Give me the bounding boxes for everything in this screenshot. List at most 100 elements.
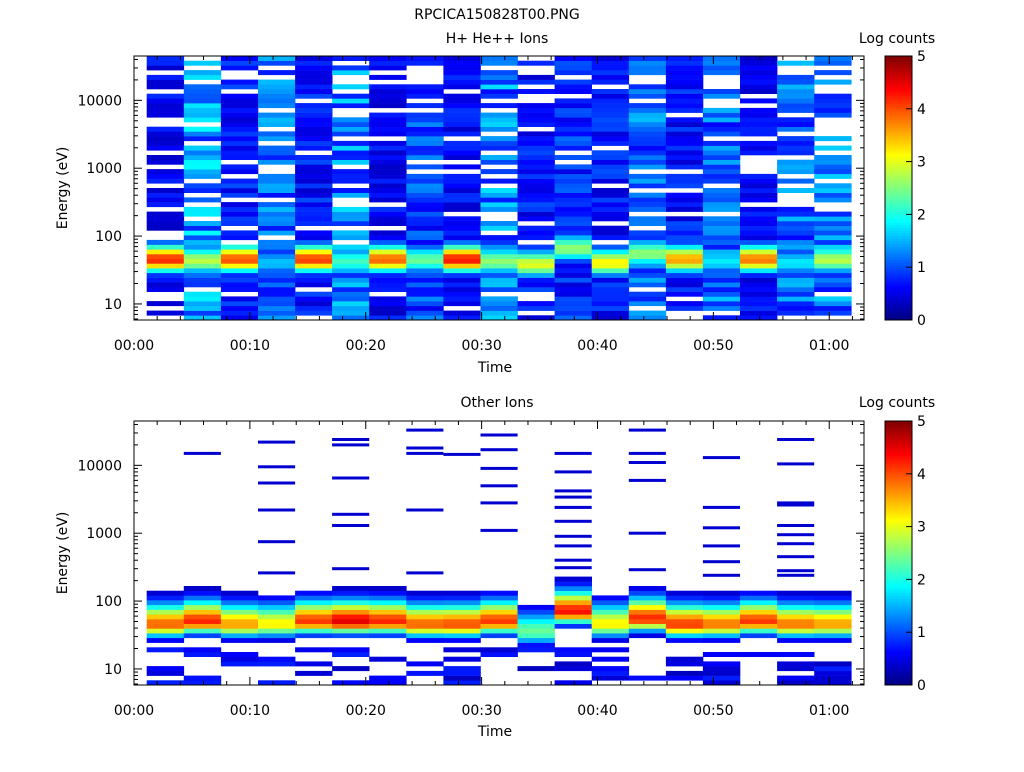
heatmap-cell xyxy=(628,117,667,123)
heatmap-cell xyxy=(443,164,481,170)
heatmap-cell xyxy=(628,609,667,615)
heatmap-cell xyxy=(220,65,259,71)
colorbar-swatch xyxy=(885,203,912,207)
heatmap-cell xyxy=(665,604,704,610)
heatmap-cell xyxy=(369,590,407,596)
heatmap-cell xyxy=(332,249,370,255)
heatmap-cell xyxy=(183,263,222,269)
heatmap-cell xyxy=(517,225,555,231)
heatmap-cell xyxy=(258,305,296,311)
heatmap-cell xyxy=(146,188,185,193)
heatmap-cell xyxy=(406,263,444,269)
heatmap-cell xyxy=(295,211,333,217)
colorbar-swatch xyxy=(885,452,912,456)
x-tick-label: 01:00 xyxy=(809,703,849,719)
heatmap-cell xyxy=(183,60,222,66)
heatmap-cell xyxy=(628,315,667,321)
heatmap-cell xyxy=(480,192,518,198)
heatmap-cell xyxy=(295,239,333,245)
colorbar-swatch xyxy=(885,613,912,617)
heatmap-cell xyxy=(517,112,555,118)
heatmap-cell xyxy=(777,623,815,629)
heatmap-cell xyxy=(220,249,259,255)
heatmap-cell xyxy=(369,159,407,165)
heatmap-cell xyxy=(295,244,333,250)
colorbar-swatch xyxy=(885,431,912,435)
heatmap-event-cell xyxy=(258,571,296,575)
heatmap-cell xyxy=(220,103,259,109)
colorbar-swatch xyxy=(885,465,912,469)
heatmap-cell xyxy=(814,661,852,667)
heatmap-cell xyxy=(702,235,741,241)
heatmap-cell xyxy=(220,254,259,259)
heatmap-cell xyxy=(665,164,704,170)
heatmap-cell xyxy=(258,122,296,127)
heatmap-cell xyxy=(295,604,333,610)
heatmap-cell xyxy=(665,595,704,601)
heatmap-cell xyxy=(332,169,370,175)
heatmap-cell xyxy=(591,619,630,624)
heatmap-cell xyxy=(443,140,481,146)
heatmap-cell xyxy=(740,140,778,146)
heatmap-cell xyxy=(220,122,259,127)
heatmap-cell xyxy=(332,254,370,259)
heatmap-cell xyxy=(220,235,259,241)
heatmap-cell xyxy=(295,633,333,639)
heatmap-cell xyxy=(146,112,185,118)
heatmap-cell xyxy=(332,192,370,198)
x-tick-label: 00:30 xyxy=(461,703,501,719)
heatmap-cell xyxy=(591,126,630,132)
colorbar-swatch xyxy=(885,597,912,601)
heatmap-cell xyxy=(665,221,704,226)
heatmap-cell xyxy=(740,65,778,71)
heatmap-cell xyxy=(628,258,667,264)
heatmap-cell xyxy=(591,112,630,118)
heatmap-cell xyxy=(406,183,444,189)
heatmap-cell xyxy=(665,282,704,288)
heatmap-cell xyxy=(406,291,444,297)
heatmap-cell xyxy=(332,159,370,165)
heatmap-cell xyxy=(443,637,481,643)
heatmap-cell xyxy=(628,150,667,156)
heatmap-cell xyxy=(740,145,778,151)
heatmap-cell xyxy=(332,609,370,615)
heatmap-cell xyxy=(517,150,555,156)
heatmap-cell xyxy=(295,296,333,302)
heatmap-cell xyxy=(480,89,518,94)
heatmap-cell xyxy=(146,310,185,316)
heatmap-cell xyxy=(628,675,667,681)
heatmap-cell xyxy=(220,155,259,160)
colorbar-swatch xyxy=(885,140,912,144)
heatmap-cell xyxy=(591,310,630,316)
colorbar-swatch xyxy=(885,460,912,464)
colorbar-swatch xyxy=(885,508,912,512)
colorbar-swatch xyxy=(885,71,912,75)
colorbar-swatch xyxy=(885,492,912,496)
heatmap-cell xyxy=(480,287,518,292)
heatmap-cell xyxy=(702,56,741,61)
heatmap-cell xyxy=(814,301,852,307)
heatmap-cell xyxy=(591,216,630,222)
heatmap-cell xyxy=(332,93,370,99)
heatmap-cell xyxy=(702,258,741,264)
heatmap-cell xyxy=(777,60,815,66)
colorbar-swatch xyxy=(885,306,912,310)
heatmap-cell xyxy=(740,60,778,66)
colorbar-swatch xyxy=(885,526,912,530)
heatmap-cell xyxy=(628,122,667,127)
heatmap-cell xyxy=(702,225,741,231)
heatmap-cell xyxy=(183,595,222,601)
heatmap-cell xyxy=(295,56,333,61)
heatmap-cell xyxy=(702,652,741,657)
y-tick-label: 10000 xyxy=(77,93,122,109)
heatmap-cell xyxy=(220,263,259,269)
heatmap-cell xyxy=(628,140,667,146)
heatmap-cell xyxy=(183,131,222,137)
heatmap-cell xyxy=(183,211,222,217)
heatmap-cell xyxy=(258,230,296,236)
colorbar-swatch xyxy=(885,421,912,425)
heatmap-cell xyxy=(480,315,518,321)
heatmap-cell xyxy=(740,225,778,231)
heatmap-cell xyxy=(295,197,333,203)
heatmap-cell xyxy=(591,192,630,198)
